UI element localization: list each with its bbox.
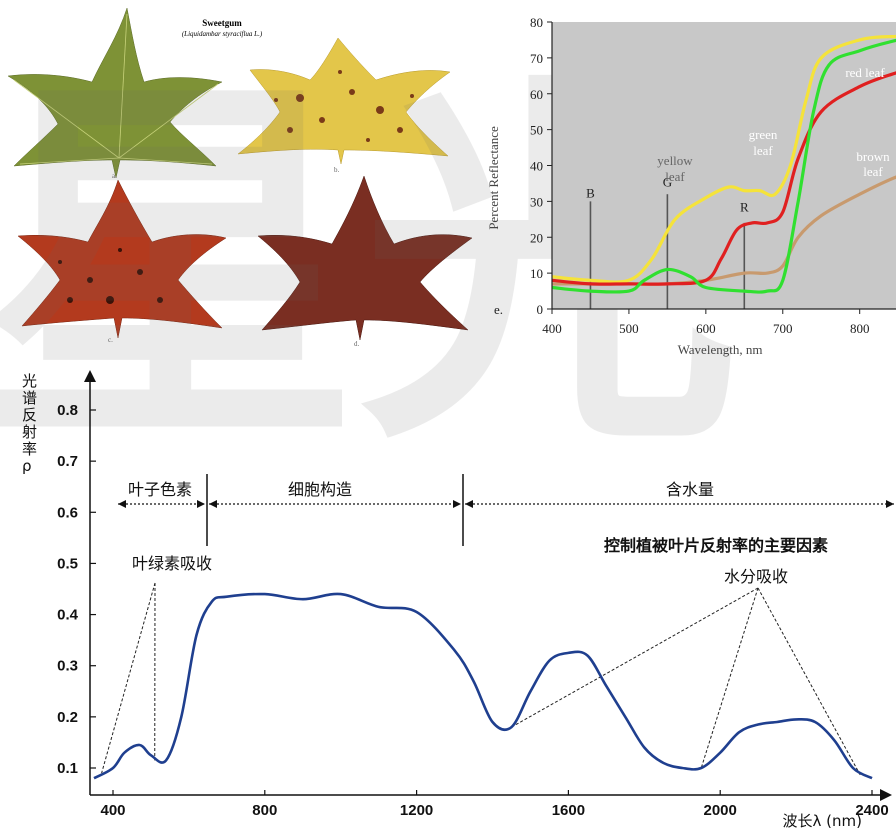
leaf-yellow-spots	[274, 70, 414, 142]
leaf-panel-title: Sweetgum	[202, 18, 242, 28]
spectral-band-markers: BGRNIR	[586, 175, 749, 309]
cn-y-tick-label: 0.4	[57, 607, 79, 624]
leaf-red-spots	[58, 248, 163, 304]
spectral-x-axis-label: Wavelength, nm	[678, 342, 763, 357]
cn-region-arrowhead	[465, 500, 473, 508]
cn-y-label-char: 谱	[22, 389, 37, 407]
cn-y-tick-label: 0.7	[57, 453, 78, 470]
cn-x-tick-label: 1200	[400, 802, 433, 819]
cn-annotation-leader	[757, 587, 862, 776]
cn-y-label-char: ρ	[22, 457, 32, 475]
cn-series	[93, 592, 873, 780]
spectral-y-tick-label: 20	[530, 230, 543, 245]
cn-x-tick-label: 2000	[704, 802, 737, 819]
spectral-y-tick-label: 50	[530, 123, 543, 138]
spectral-ticks: 400500600700800900100001020304050607080	[530, 15, 870, 336]
cn-y-axis-arrow	[84, 370, 96, 382]
spectral-x-tick-label: 400	[542, 321, 562, 336]
cn-y-label-char: 反	[22, 406, 37, 424]
cn-y-tick-label: 0.3	[57, 658, 78, 675]
cn-region-label: 细胞构造	[288, 480, 352, 499]
leaf-label-a: a.	[112, 172, 117, 180]
spectral-y-tick-label: 80	[530, 15, 543, 30]
spectral-x-tick-label: 800	[850, 321, 870, 336]
curve-label: brown	[856, 149, 890, 164]
cn-y-tick-label: 0.1	[57, 760, 78, 777]
spectral-panel-label: e.	[494, 302, 503, 317]
band-marker-label-r: R	[740, 200, 749, 215]
band-marker-label-b: B	[586, 185, 595, 200]
leaf-label-b: b.	[334, 166, 340, 174]
band-marker-label-g: G	[663, 175, 672, 190]
curve-label: green	[749, 127, 778, 142]
spectral-x-tick-label: 600	[696, 321, 716, 336]
cn-annotation-leader	[511, 587, 759, 728]
cn-y-label-char: 射	[22, 423, 37, 441]
leaf-panel: Sweetgum (Liquidambar styraciflua L.) a.…	[7, 7, 473, 348]
curve-label: leaf	[863, 164, 883, 179]
curve-label: yellow	[657, 153, 693, 168]
leaf-panel-subtitle: (Liquidambar styraciflua L.)	[182, 30, 263, 38]
cn-y-label-char: 光	[22, 372, 37, 390]
leaf-green-veins	[13, 13, 219, 165]
cn-annotation-leader	[700, 587, 759, 769]
spectral-series	[552, 34, 896, 294]
cn-x-tick-label: 400	[100, 802, 125, 819]
cn-region-arrowhead	[209, 500, 217, 508]
cn-y-tick-label: 0.8	[57, 402, 78, 419]
leaf-green-image	[7, 7, 223, 179]
cn-x-tick-label: 800	[252, 802, 277, 819]
cn-chart-title: 控制植被叶片反射率的主要因素	[604, 536, 828, 555]
cn-region-arrowhead	[197, 500, 205, 508]
spectral-reflectance-chart: BGRNIR 400500600700800900100001020304050…	[486, 15, 896, 357]
cn-y-axis-label: 光谱反射率 ρ	[22, 372, 37, 475]
spectral-plot-background	[552, 22, 896, 309]
leaf-reflectance-factors-chart: 400 800 1200 1600 2000 2400 0.1 0.2 0.3 0.4 0.5 0.6…	[22, 370, 894, 830]
cn-annotation-label: 叶绿素吸收	[132, 554, 212, 573]
spectral-y-tick-label: 70	[530, 51, 543, 66]
cn-annotation-leader	[101, 582, 156, 774]
leaf-brown-image	[257, 175, 473, 341]
cn-x-axis-label: 波长λ (nm)	[783, 812, 862, 830]
cn-region-arrowhead	[453, 500, 461, 508]
cn-reflectance-curve	[93, 592, 873, 780]
cn-x-tick-label: 2400	[855, 802, 888, 819]
cn-factor-regions: 叶子色素 细胞构造 含水量	[118, 474, 894, 546]
cn-y-tick-label: 0.5	[57, 555, 78, 572]
curve-label: leaf	[753, 143, 773, 158]
spectral-x-tick-label: 700	[773, 321, 793, 336]
spectral-y-tick-label: 60	[530, 87, 543, 102]
curve-label: red leaf	[845, 65, 885, 80]
leaf-label-d: d.	[354, 340, 360, 348]
series-yellow-leaf	[552, 34, 896, 284]
cn-y-tick-label: 0.2	[57, 709, 78, 726]
cn-region-label: 含水量	[666, 480, 714, 499]
series-red-leaf	[552, 71, 896, 286]
spectral-y-axis-label: Percent Reflectance	[486, 126, 501, 230]
spectral-x-tick-label: 500	[619, 321, 639, 336]
leaf-label-c: c.	[108, 336, 113, 344]
cn-region-arrowhead	[886, 500, 894, 508]
cn-x-axis-arrow	[880, 789, 892, 801]
series-green-leaf	[552, 38, 896, 294]
spectral-y-tick-label: 40	[530, 159, 543, 174]
cn-y-tick-label: 0.6	[57, 504, 78, 521]
spectral-y-tick-label: 30	[530, 194, 543, 209]
cn-region-arrowhead	[118, 500, 126, 508]
cn-x-tick-label: 1600	[552, 802, 585, 819]
cn-region-label: 叶子色素	[128, 480, 192, 499]
cn-ticks: 400 800 1200 1600 2000 2400 0.1 0.2 0.3 0.4 0.5 0.6…	[57, 402, 889, 819]
spectral-y-tick-label: 10	[530, 266, 543, 281]
cn-annotation-label: 水分吸收	[724, 567, 788, 586]
cn-y-label-char: 率	[22, 440, 37, 458]
spectral-y-tick-label: 0	[537, 302, 544, 317]
curve-label: leaf	[665, 169, 685, 184]
